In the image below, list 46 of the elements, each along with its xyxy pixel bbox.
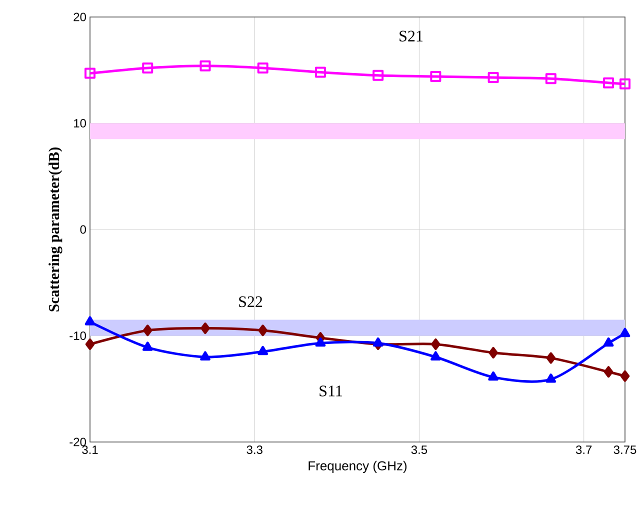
point <box>603 337 614 347</box>
point <box>488 371 498 381</box>
x-tick-label: 3.7 <box>576 446 592 454</box>
x-tick-label: 3.75 <box>614 446 636 454</box>
series-label: S22 <box>239 296 262 308</box>
point <box>488 346 498 358</box>
x-axis-title: Frequency (GHz) <box>308 460 407 473</box>
x-tick-label: 3.3 <box>246 446 262 454</box>
point <box>372 337 384 347</box>
point <box>200 351 210 360</box>
y-tick-label: -20 <box>70 438 86 446</box>
point <box>620 328 630 338</box>
y-tick-label: 10 <box>74 119 86 128</box>
point <box>603 77 614 88</box>
text: S11 <box>320 386 342 396</box>
point <box>620 370 630 382</box>
point <box>546 374 556 383</box>
point <box>258 346 268 356</box>
point <box>314 66 326 78</box>
point <box>142 324 152 336</box>
point <box>430 351 441 360</box>
point <box>315 337 326 347</box>
point <box>85 338 95 350</box>
point <box>546 352 556 364</box>
series-label: S21 <box>400 30 422 42</box>
x-tick-label: 3.5 <box>411 446 428 454</box>
point <box>431 338 440 350</box>
point <box>84 316 96 326</box>
y-tick-label: -10 <box>70 331 86 340</box>
point <box>257 62 268 74</box>
point <box>258 324 268 336</box>
point <box>619 78 630 90</box>
point <box>142 62 154 74</box>
point <box>430 70 442 82</box>
y-tick-label: 20 <box>74 12 86 22</box>
point <box>372 70 384 81</box>
point <box>142 342 153 351</box>
point <box>488 72 499 84</box>
y-axis-title: Scattering parameter(dB) <box>48 147 62 312</box>
x-tick-label: 3.1 <box>82 446 98 454</box>
point <box>84 68 96 79</box>
y-tick-label: 0 <box>80 225 86 234</box>
point <box>604 366 614 378</box>
point <box>545 73 556 84</box>
point <box>200 60 211 72</box>
point <box>200 322 210 334</box>
